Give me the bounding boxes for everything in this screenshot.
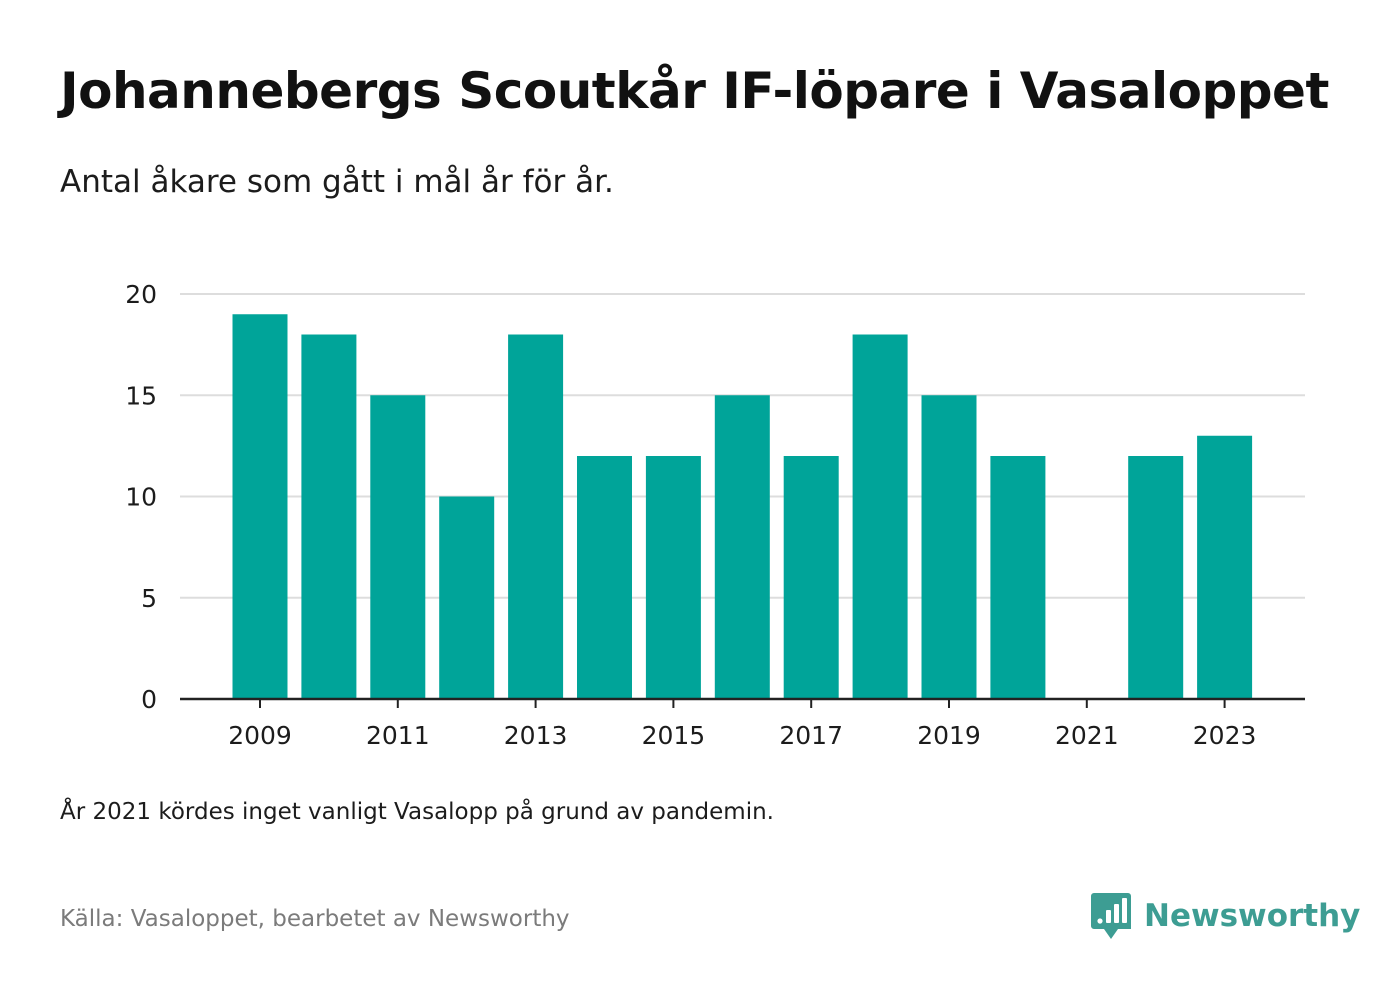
bar-2009 xyxy=(232,314,288,699)
brand-name: Newsworthy xyxy=(1144,898,1361,934)
chart-note: År 2021 kördes inget vanligt Vasalopp på… xyxy=(60,799,774,825)
x-tick-label: 2023 xyxy=(1193,721,1257,750)
x-tick-label: 2021 xyxy=(1055,721,1119,750)
x-tick-label: 2017 xyxy=(779,721,843,750)
y-tick-label: 20 xyxy=(125,280,157,309)
bar-chart: 0 5 10 15 20 2009 2011 2013 2015 2017 2019 2021 2023 xyxy=(125,280,1305,750)
bar-2013 xyxy=(508,334,564,699)
source-credit: Källa: Vasaloppet, bearbetet av Newswort… xyxy=(60,906,570,932)
newsworthy-logo-icon xyxy=(1091,893,1131,939)
y-tick-label: 5 xyxy=(141,584,157,613)
bar-2023 xyxy=(1197,435,1253,699)
x-tick-label: 2019 xyxy=(917,721,981,750)
bar-2018 xyxy=(852,334,908,699)
bar-2010 xyxy=(301,334,357,699)
bar-2014 xyxy=(577,456,632,699)
y-tick-label: 10 xyxy=(125,483,157,512)
bar-2020 xyxy=(990,456,1046,699)
y-tick-label: 0 xyxy=(141,685,157,714)
bar-2017 xyxy=(783,456,839,699)
y-tick-label: 15 xyxy=(125,381,157,410)
chart-title: Johannebergs Scoutkår IF-löpare i Vasalo… xyxy=(60,62,1329,120)
x-tick-label: 2013 xyxy=(504,721,568,750)
x-tick-label: 2011 xyxy=(366,721,430,750)
x-tick-label: 2015 xyxy=(642,721,706,750)
bar-2016 xyxy=(714,395,770,699)
chart-subtitle: Antal åkare som gått i mål år för år. xyxy=(60,164,614,200)
bar-2012 xyxy=(439,496,495,699)
bar-2015 xyxy=(645,456,701,699)
x-tick-label: 2009 xyxy=(228,721,292,750)
bar-2011 xyxy=(370,395,426,699)
brand-logo: Newsworthy xyxy=(1090,890,1360,942)
bar-2022 xyxy=(1128,456,1184,699)
bar-2019 xyxy=(921,395,977,699)
